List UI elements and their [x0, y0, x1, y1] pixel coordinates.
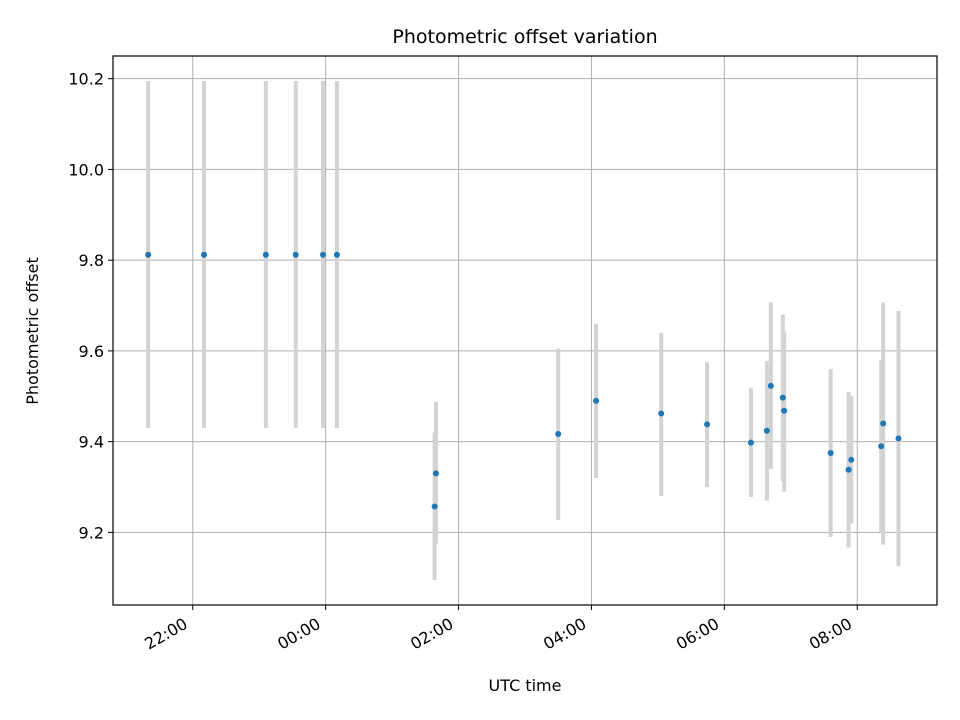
- chart-title: Photometric offset variation: [392, 26, 657, 48]
- data-point: [845, 466, 852, 473]
- data-point: [431, 503, 438, 510]
- data-point: [333, 251, 340, 258]
- data-point: [432, 470, 439, 477]
- y-tick-label: 10.2: [68, 70, 104, 89]
- y-tick-label: 9.2: [79, 523, 104, 542]
- data-point: [781, 407, 788, 414]
- data-point: [145, 251, 152, 258]
- data-point: [319, 251, 326, 258]
- y-tick-label: 10.0: [68, 160, 104, 179]
- data-point: [763, 427, 770, 434]
- x-axis-label: UTC time: [489, 676, 562, 695]
- data-point: [704, 421, 711, 428]
- plot-area-frame: [112, 55, 938, 606]
- data-point: [880, 420, 887, 427]
- data-point: [555, 430, 562, 437]
- data-point: [878, 443, 885, 450]
- data-point: [848, 456, 855, 463]
- data-point: [895, 435, 902, 442]
- data-point: [262, 251, 269, 258]
- y-tick-label: 9.6: [79, 342, 104, 361]
- data-point: [767, 382, 774, 389]
- y-axis-label: Photometric offset: [23, 257, 42, 405]
- data-point: [827, 450, 834, 457]
- data-point: [593, 397, 600, 404]
- y-axis-ticks: 9.2 9.4 9.6 9.8 10.0 10.2: [68, 70, 113, 542]
- data-point: [658, 410, 665, 417]
- data-point: [779, 394, 786, 401]
- grid: [113, 56, 937, 605]
- y-tick-label: 9.8: [79, 251, 104, 270]
- data-point: [201, 251, 208, 258]
- data-points: [145, 251, 902, 510]
- y-tick-label: 9.4: [79, 433, 104, 452]
- data-point: [747, 439, 754, 446]
- data-point: [292, 251, 299, 258]
